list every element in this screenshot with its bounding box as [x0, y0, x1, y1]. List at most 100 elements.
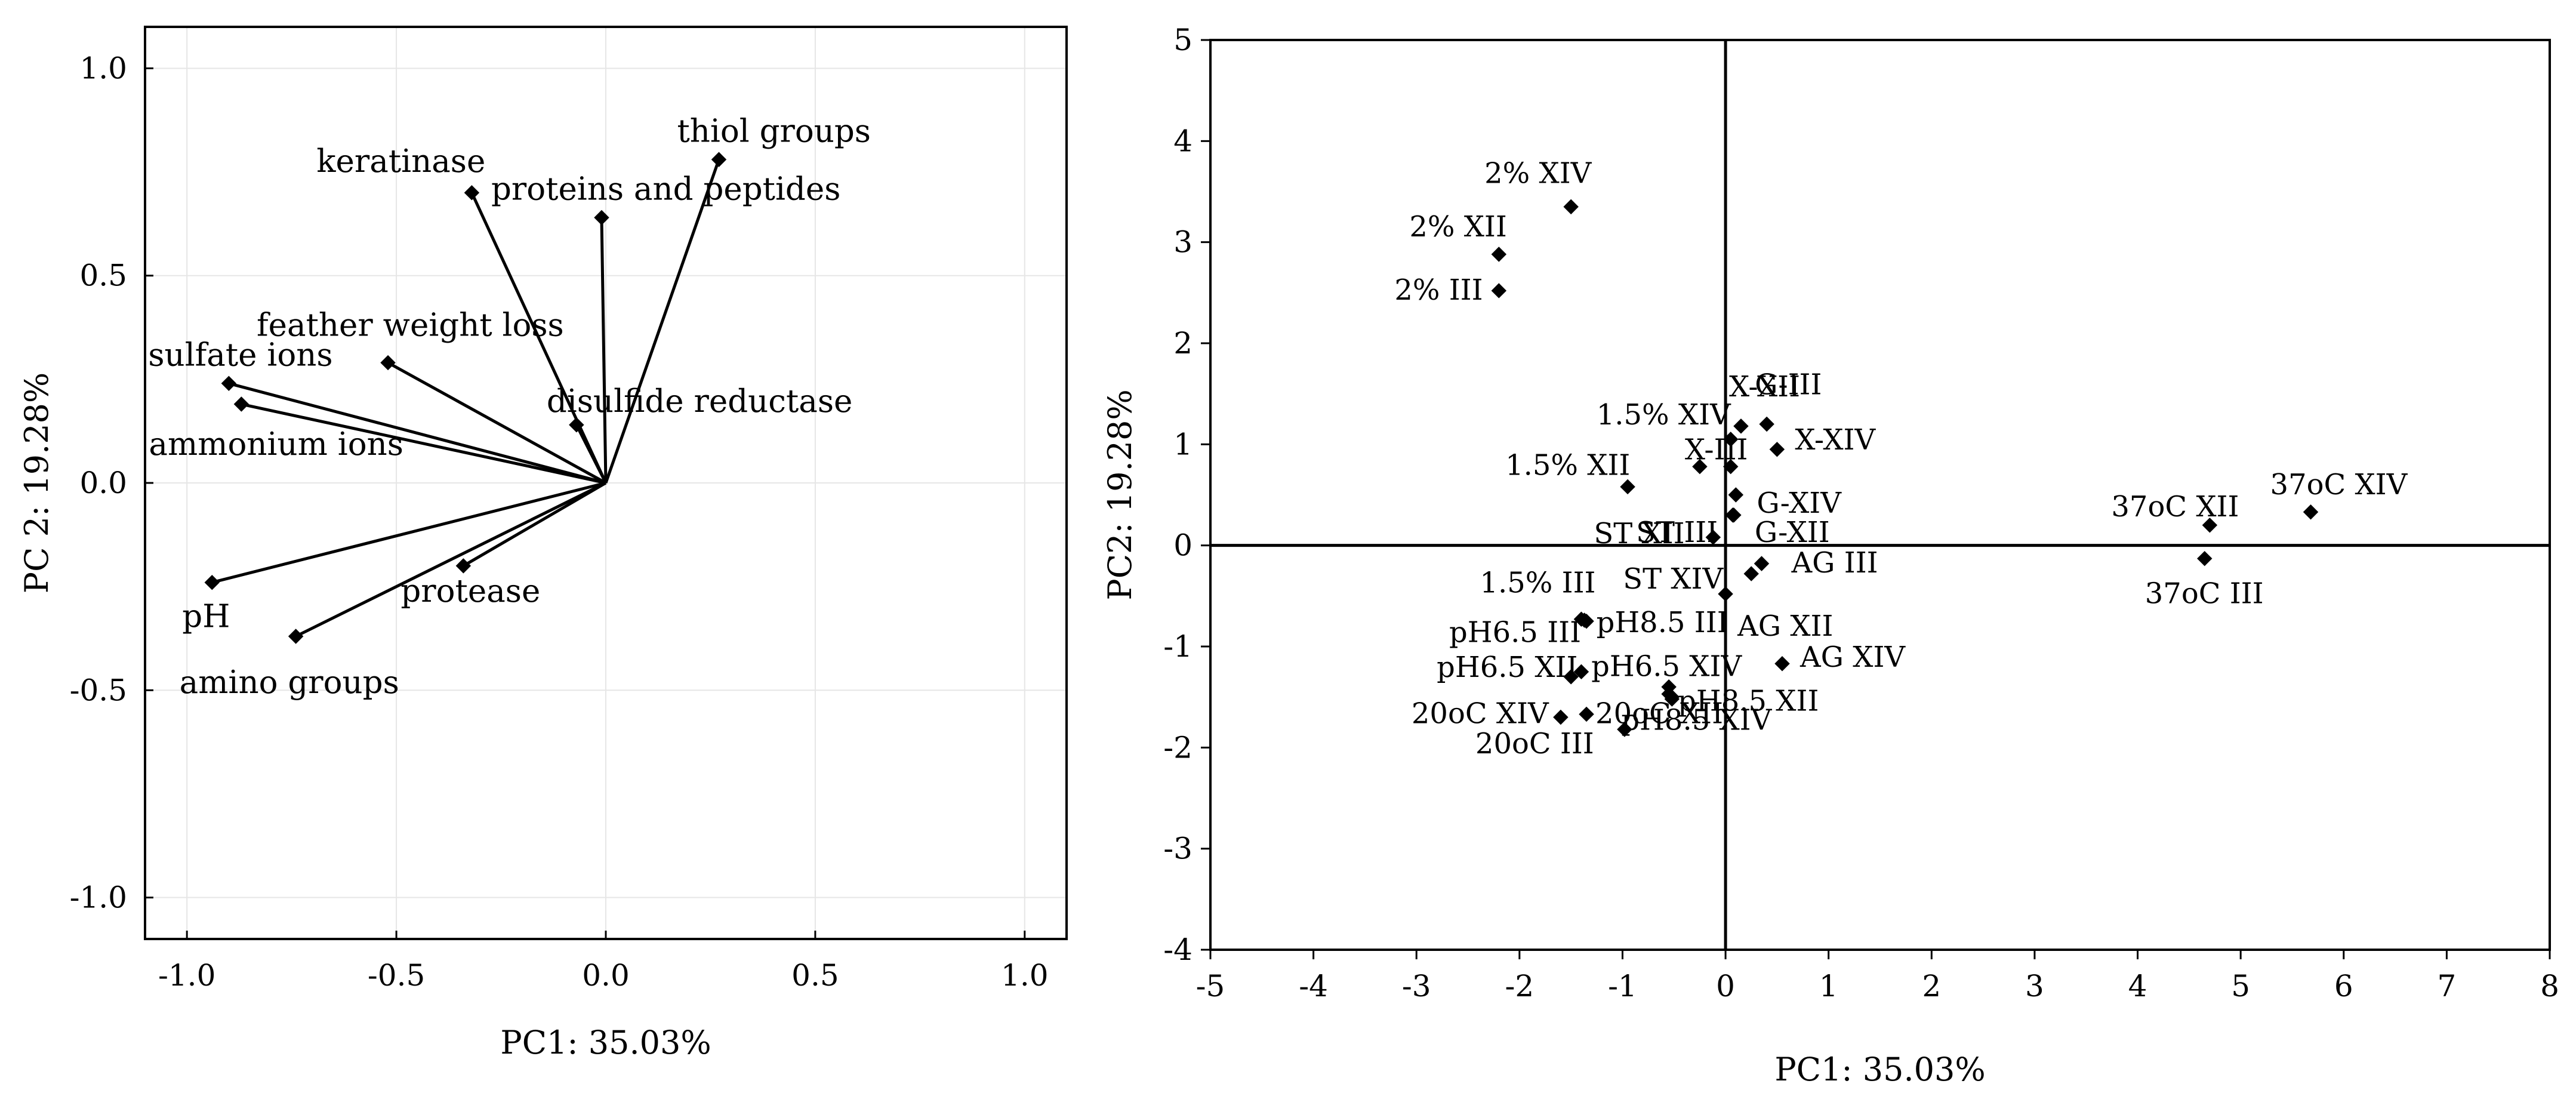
left-y-tick-label: 1.0 [79, 51, 127, 85]
point-label: 2% XIV [1484, 156, 1592, 190]
loading-vector-sulfate-ions: sulfate ions [148, 337, 606, 485]
vector-label: sulfate ions [148, 337, 332, 373]
point-label: 37oC XIV [2270, 468, 2408, 501]
score-point-ag-xii: AG XII [1718, 586, 1833, 643]
score-point-g-iii: G-III [1755, 368, 1822, 432]
point-label: pH6.5 XII [1437, 651, 1577, 684]
loading-vector-protease: protease [400, 481, 607, 609]
point-label: 1.5% III [1480, 566, 1595, 599]
vector-tip-marker [380, 355, 396, 371]
right-x-axis-title: PC1: 35.03% [1774, 1051, 1985, 1088]
point-label: 1.5% XII [1505, 448, 1630, 482]
right-x-tick-label: -2 [1505, 969, 1534, 1003]
loading-vector-ammonium-ions: ammonium ions [149, 396, 606, 485]
right-x-tick-label: 8 [2540, 969, 2559, 1003]
vector-label: ammonium ions [149, 426, 403, 463]
point-label: 2% XII [1409, 210, 1507, 244]
vector-line [600, 217, 608, 484]
right-x-tick-label: 1 [1819, 969, 1838, 1003]
point-label: 37oC XII [2111, 490, 2239, 524]
vector-label: protease [400, 573, 540, 609]
score-point-20oc-xiv: 20oC XIV [1412, 697, 1569, 731]
right-x-tick-label: -5 [1196, 969, 1225, 1003]
right-x-tick-label: -1 [1608, 969, 1637, 1003]
score-point-2-xii: 2% XII [1409, 210, 1507, 262]
right-y-axis-title: PC2: 19.28% [1101, 389, 1139, 600]
vector-line [387, 361, 607, 485]
point-marker [1774, 656, 1790, 672]
point-label: AG III [1791, 546, 1878, 580]
right-x-tick-label: 2 [1922, 969, 1941, 1003]
right-x-tick-label: 4 [2128, 969, 2147, 1003]
point-label: ST XIV [1623, 562, 1724, 596]
vector-line [295, 481, 607, 638]
point-marker [1491, 283, 1507, 298]
point-label: AG XIV [1799, 641, 1906, 674]
right-y-tick-label: 4 [1173, 124, 1193, 158]
score-point-st-xiv: ST XIV [1623, 562, 1759, 596]
right-y-tick-label: 2 [1173, 326, 1193, 361]
left-x-tick-label: -0.5 [368, 958, 425, 993]
vector-label: thiol groups [677, 113, 871, 149]
vector-line [604, 159, 720, 484]
right-x-tick-label: 3 [2025, 969, 2044, 1003]
left-x-tick-label: 0.5 [791, 958, 839, 993]
loading-vector-amino-groups: amino groups [180, 481, 607, 701]
point-marker [2197, 550, 2213, 566]
right-y-tick-label: 0 [1173, 528, 1193, 563]
left-x-tick-label: 1.0 [1001, 958, 1049, 993]
point-marker [2303, 504, 2319, 520]
vector-tip-marker [711, 152, 727, 167]
vector-label: pH [182, 599, 230, 635]
score-point-1-5-xii: 1.5% XII [1505, 448, 1635, 495]
point-label: 1.5% XIV [1597, 398, 1731, 432]
loading-vector-proteins-and-peptides: proteins and peptides [491, 171, 840, 484]
loading-vector-thiol-groups: thiol groups [604, 113, 871, 484]
score-point-ph8-5-iii: pH8.5 III [1576, 606, 1728, 639]
vector-tip-marker [455, 558, 472, 574]
point-marker [1733, 418, 1749, 434]
vector-line [241, 402, 606, 485]
vector-tip-marker [221, 375, 237, 392]
right-y-tick-label: 3 [1173, 225, 1193, 260]
right-y-tick-label: -2 [1163, 730, 1193, 765]
point-label: ST III [1636, 516, 1718, 549]
vector-tip-marker [288, 629, 304, 644]
score-point-ag-iii: AG III [1754, 546, 1878, 580]
left-x-tick-label: 0.0 [582, 958, 630, 993]
right-x-tick-label: 6 [2334, 969, 2353, 1003]
score-point-1-5-xiv: 1.5% XIV [1597, 398, 1739, 447]
right-y-tick-label: -3 [1163, 832, 1193, 866]
vector-line [463, 481, 607, 568]
point-label: 20oC III [1475, 727, 1594, 761]
right-x-tick-label: -4 [1299, 969, 1328, 1003]
left-grid [145, 27, 1067, 939]
score-point-37oc-xii: 37oC XII [2111, 490, 2239, 533]
left-y-tick-label: 0.0 [79, 466, 127, 500]
right-plot-frame [1209, 39, 2551, 951]
left-y-tick-label: -1.0 [70, 880, 127, 915]
vector-label: amino groups [180, 664, 399, 701]
left-ticks: -1.0 -0.5 0.0 0.5 1.0 -1.0 -0.5 0.0 0.5 1.0 [70, 51, 1049, 993]
right-y-tick-label: 5 [1173, 23, 1193, 57]
right-reference-lines [1210, 40, 2550, 950]
point-label: ST XII [1594, 517, 1684, 550]
point-marker [1579, 706, 1594, 722]
point-label: 20oC XII [1595, 697, 1723, 730]
loading-vector-ph: pH [182, 481, 606, 635]
vector-line [211, 481, 606, 584]
point-marker [1728, 487, 1744, 503]
point-marker [1759, 416, 1774, 432]
score-point-2-xiv: 2% XIV [1484, 156, 1592, 215]
point-label: pH8.5 XII [1678, 685, 1819, 718]
score-point-st-xii: ST XII [1594, 517, 1721, 550]
loading-vector-keratinase: keratinase [316, 143, 608, 484]
point-label: 20oC XIV [1412, 697, 1549, 731]
right-x-tick-label: 0 [1716, 969, 1735, 1003]
score-point-x-xiv: X-XIV [1769, 423, 1876, 457]
score-point-g-xiv: G-XIV [1728, 487, 1842, 520]
score-point-ph6-5-iii: pH6.5 III [1449, 613, 1594, 649]
